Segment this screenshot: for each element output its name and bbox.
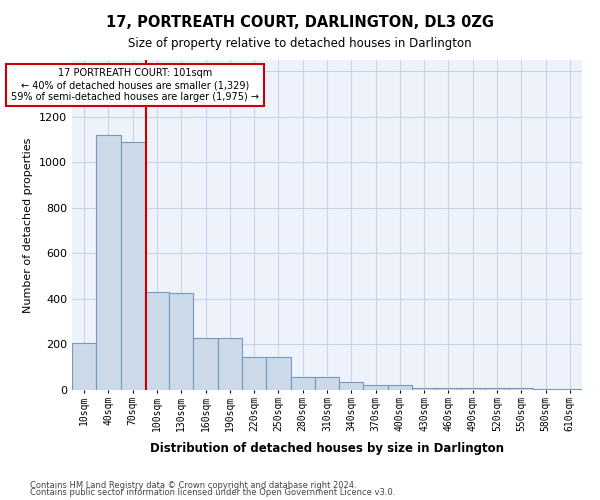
Bar bbox=[72, 344, 96, 390]
Text: Contains public sector information licensed under the Open Government Licence v3: Contains public sector information licen… bbox=[30, 488, 395, 497]
Bar bbox=[242, 357, 266, 390]
Bar bbox=[339, 382, 364, 390]
Bar bbox=[364, 386, 388, 390]
Bar bbox=[96, 135, 121, 390]
Bar bbox=[388, 386, 412, 390]
Bar bbox=[315, 378, 339, 390]
X-axis label: Distribution of detached houses by size in Darlington: Distribution of detached houses by size … bbox=[150, 442, 504, 455]
Bar bbox=[509, 388, 533, 390]
Bar bbox=[169, 294, 193, 390]
Bar bbox=[193, 338, 218, 390]
Bar bbox=[121, 142, 145, 390]
Bar bbox=[533, 389, 558, 390]
Bar bbox=[145, 292, 169, 390]
Text: Contains HM Land Registry data © Crown copyright and database right 2024.: Contains HM Land Registry data © Crown c… bbox=[30, 480, 356, 490]
Bar bbox=[436, 388, 461, 390]
Text: Size of property relative to detached houses in Darlington: Size of property relative to detached ho… bbox=[128, 38, 472, 51]
Text: 17 PORTREATH COURT: 101sqm
← 40% of detached houses are smaller (1,329)
59% of s: 17 PORTREATH COURT: 101sqm ← 40% of deta… bbox=[11, 68, 259, 102]
Bar bbox=[558, 389, 582, 390]
Bar bbox=[266, 357, 290, 390]
Text: 17, PORTREATH COURT, DARLINGTON, DL3 0ZG: 17, PORTREATH COURT, DARLINGTON, DL3 0ZG bbox=[106, 15, 494, 30]
Bar bbox=[461, 388, 485, 390]
Bar bbox=[485, 388, 509, 390]
Y-axis label: Number of detached properties: Number of detached properties bbox=[23, 138, 34, 312]
Bar bbox=[218, 338, 242, 390]
Bar bbox=[412, 388, 436, 390]
Bar bbox=[290, 378, 315, 390]
